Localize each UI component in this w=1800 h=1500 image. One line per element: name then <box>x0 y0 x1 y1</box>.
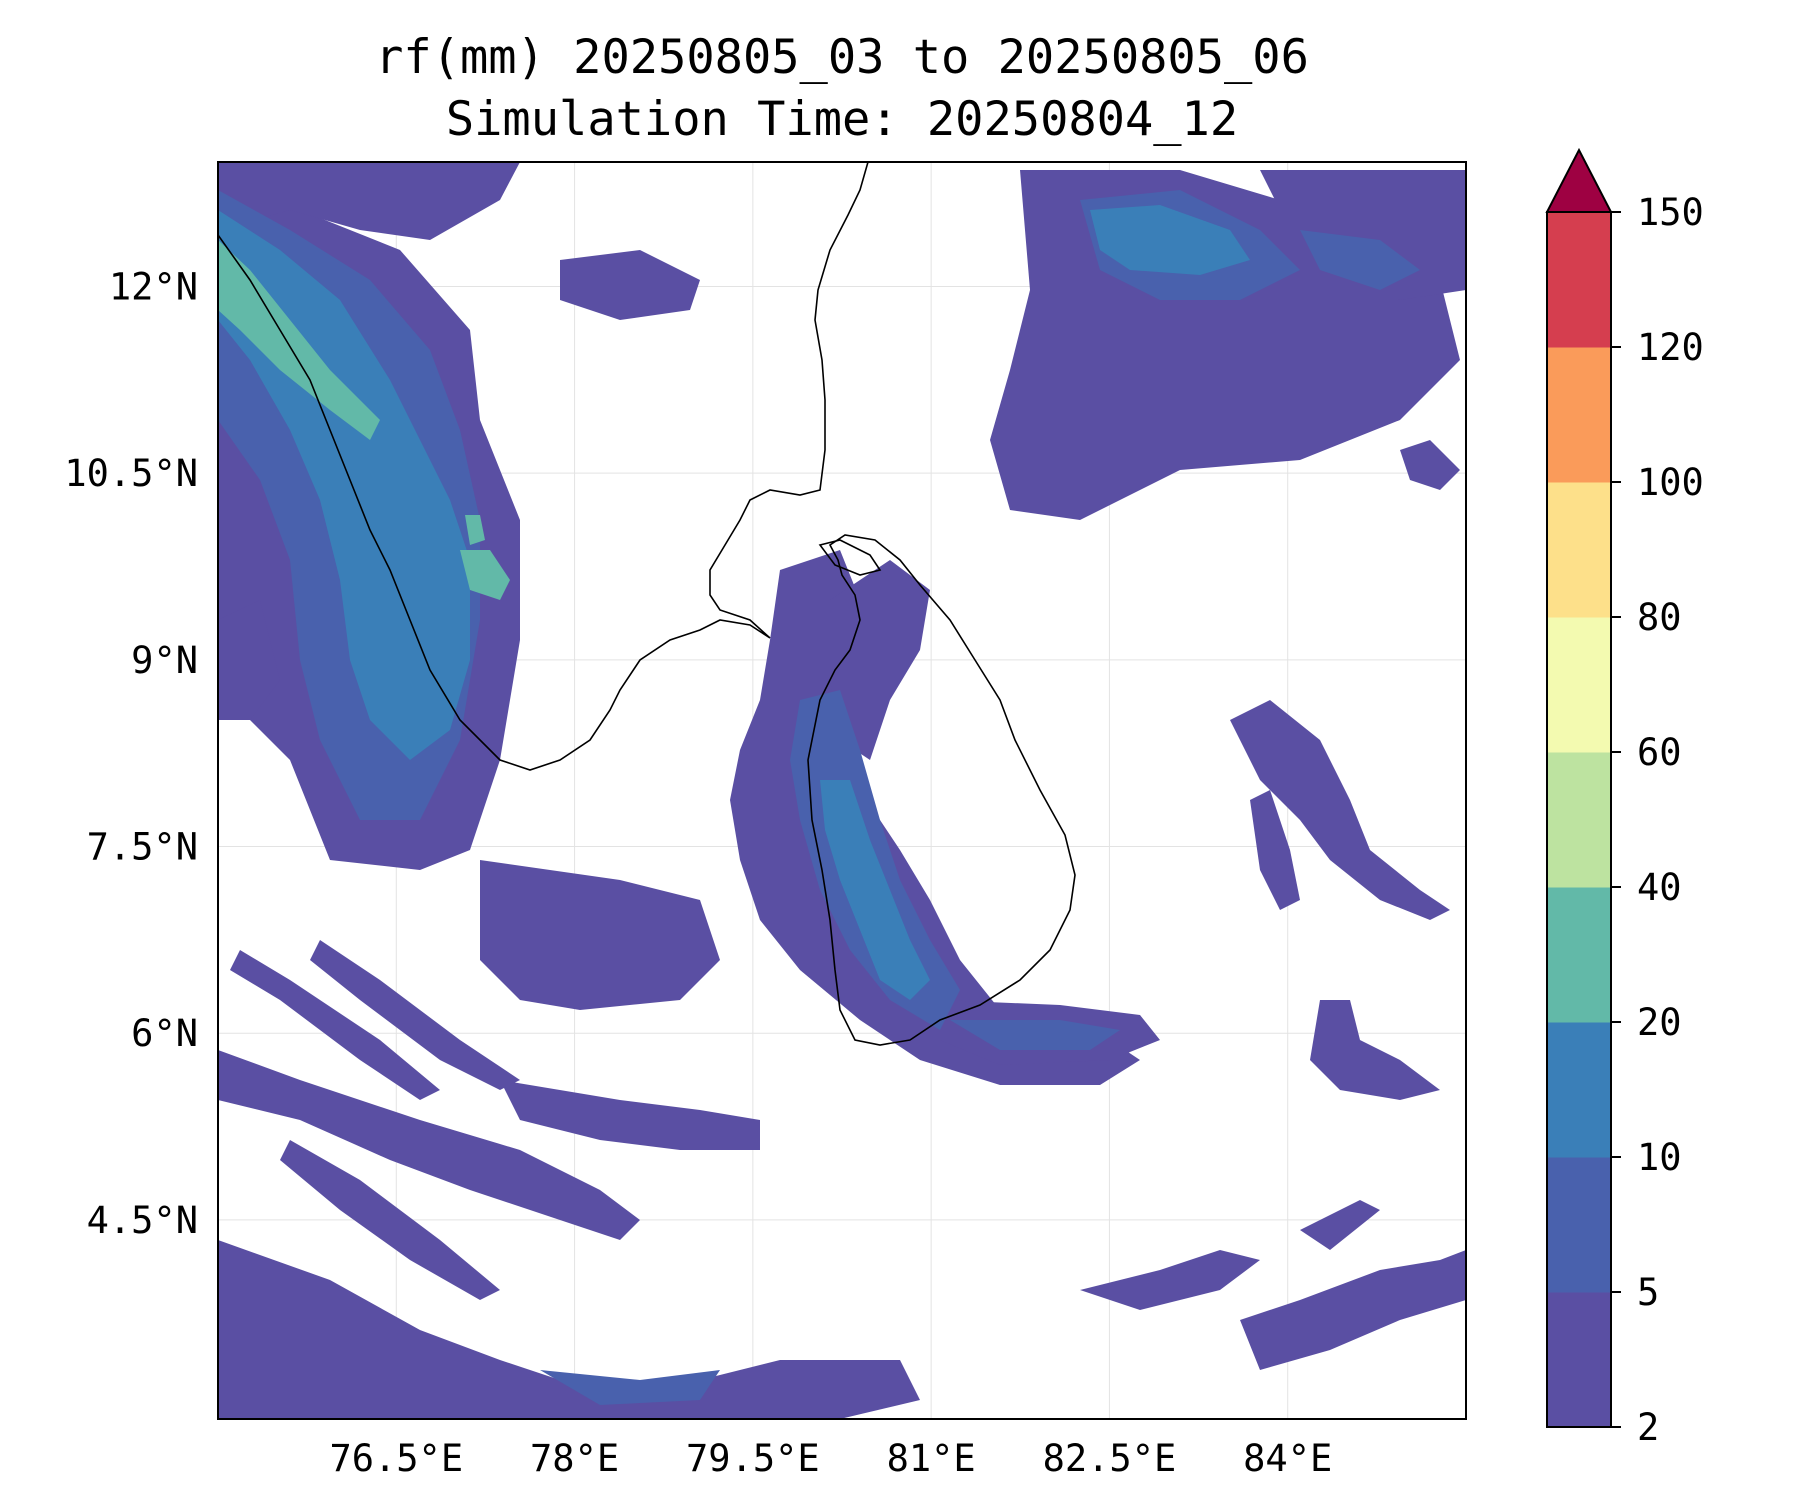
y-tick-label: 4.5°N <box>87 1199 198 1242</box>
rain-region-diagonal-2 <box>310 940 520 1090</box>
x-tick-label: 76.5°E <box>329 1437 463 1480</box>
chart-subtitle: Simulation Time: 20250804_12 <box>445 92 1239 147</box>
chart-title: rf(mm) 20250805_03 to 20250805_06 <box>375 30 1309 85</box>
coastline-india <box>218 162 869 771</box>
rain-region-east-band <box>1230 700 1450 920</box>
colorbar-extend-arrow <box>1545 147 1613 213</box>
coastline <box>218 162 1076 1046</box>
colorbar-tick-label: 10 <box>1637 1136 1682 1179</box>
x-tick-label: 82.5°E <box>1043 1437 1177 1480</box>
colorbar-segment <box>1547 482 1611 618</box>
colorbar-tick-label: 20 <box>1637 1001 1682 1044</box>
colorbar-frame <box>1546 211 1612 1428</box>
map-area <box>218 162 1466 1419</box>
y-axis: 12°N 10.5°N 9°N 7.5°N 6°N 4.5°N <box>64 265 198 1241</box>
x-tick-label: 81°E <box>887 1437 976 1480</box>
colorbar: 2 5 10 20 40 60 80 100 120 150 <box>1545 147 1704 1449</box>
colorbar-segment <box>1547 752 1611 888</box>
map-frame <box>217 161 1467 1420</box>
rain-region-west-coast-peak-2 <box>460 550 510 600</box>
rain-region-south-bottom-2 <box>1240 1250 1466 1370</box>
colorbar-segment <box>1547 212 1611 348</box>
y-tick-label: 9°N <box>131 639 198 682</box>
colorbar-segment <box>1547 1157 1611 1293</box>
rain-region-sw-diag-3 <box>280 1140 500 1300</box>
rain-region-west-coast-peak <box>218 240 380 440</box>
colorbar-tick-label: 80 <box>1637 596 1682 639</box>
rain-level-4 <box>218 240 510 600</box>
rain-region-far-west <box>218 600 280 720</box>
y-tick-label: 7.5°N <box>87 826 198 869</box>
rain-region-south-band-1 <box>500 1080 760 1150</box>
rain-region-southeast <box>1310 1000 1440 1100</box>
rain-region-east-ocean-core <box>1090 205 1250 275</box>
colorbar-segment <box>1547 887 1611 1023</box>
rain-region-west-coast-peak-3 <box>465 515 485 545</box>
x-tick-label: 79.5°E <box>686 1437 820 1480</box>
y-tick-label: 12°N <box>109 265 198 308</box>
x-tick-label: 78°E <box>530 1437 619 1480</box>
rain-region-nw-upper <box>560 250 700 320</box>
rain-region-southwest-band <box>218 1050 640 1240</box>
colorbar-segment <box>1547 617 1611 753</box>
colorbar-tick-label: 100 <box>1637 461 1704 504</box>
rain-region-east-band-2 <box>1250 790 1300 910</box>
colorbar-tick-label: 120 <box>1637 326 1704 369</box>
rain-region-east-band-inner <box>1300 230 1420 290</box>
colorbar-segment <box>1547 1292 1611 1428</box>
rain-region-central-ocean <box>480 860 720 1010</box>
x-tick-label: 84°E <box>1243 1437 1332 1480</box>
coastline-jaffna <box>818 539 882 576</box>
colorbar-tick-label: 5 <box>1637 1271 1659 1314</box>
rain-region-diagonal-1 <box>230 950 440 1100</box>
rain-region-sri-lanka-interior <box>830 560 930 760</box>
rain-region-bottom-inner <box>540 1370 720 1405</box>
colorbar-tick-label: 150 <box>1637 191 1704 234</box>
colorbar-tick-label: 2 <box>1637 1406 1659 1449</box>
colorbar-tick-label: 40 <box>1637 866 1682 909</box>
colorbar-tick-label: 60 <box>1637 731 1682 774</box>
x-axis: 76.5°E 78°E 79.5°E 81°E 82.5°E 84°E <box>329 1437 1332 1480</box>
rain-region-east-small <box>1400 440 1460 490</box>
y-tick-label: 6°N <box>131 1012 198 1055</box>
rain-region-south-bottom-1 <box>218 1240 920 1419</box>
rain-region-se-diag <box>1300 1200 1380 1250</box>
rain-region-sri-lanka-core <box>820 780 930 1000</box>
rain-region-south-coast-inner <box>950 1020 1120 1050</box>
y-tick-label: 10.5°N <box>64 452 198 495</box>
colorbar-segment <box>1547 347 1611 483</box>
rain-region-bottom-mid <box>1080 1250 1260 1310</box>
rain-region-nw-coast <box>218 162 520 240</box>
colorbar-segment <box>1547 1022 1611 1158</box>
